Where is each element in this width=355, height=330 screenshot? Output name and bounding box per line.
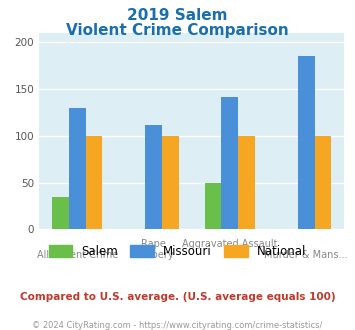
Text: © 2024 CityRating.com - https://www.cityrating.com/crime-statistics/: © 2024 CityRating.com - https://www.city… [32,321,323,330]
Text: All Violent Crime: All Violent Crime [37,250,118,260]
Text: Murder & Mans...: Murder & Mans... [264,250,348,260]
Text: Aggravated Assault: Aggravated Assault [182,239,278,249]
Bar [315,136,331,229]
Bar [238,136,255,229]
Text: 2019 Salem: 2019 Salem [127,8,228,23]
Bar [69,108,86,229]
Bar [86,136,102,229]
Text: Rape: Rape [141,239,166,249]
Text: Robbery: Robbery [133,250,174,260]
Bar [222,97,238,229]
Bar [145,125,162,229]
Text: Compared to U.S. average. (U.S. average equals 100): Compared to U.S. average. (U.S. average … [20,292,335,302]
Text: Violent Crime Comparison: Violent Crime Comparison [66,23,289,38]
Bar [205,182,222,229]
Bar [52,197,69,229]
Legend: Salem, Missouri, National: Salem, Missouri, National [44,241,311,263]
Bar [298,56,315,229]
Bar [162,136,179,229]
